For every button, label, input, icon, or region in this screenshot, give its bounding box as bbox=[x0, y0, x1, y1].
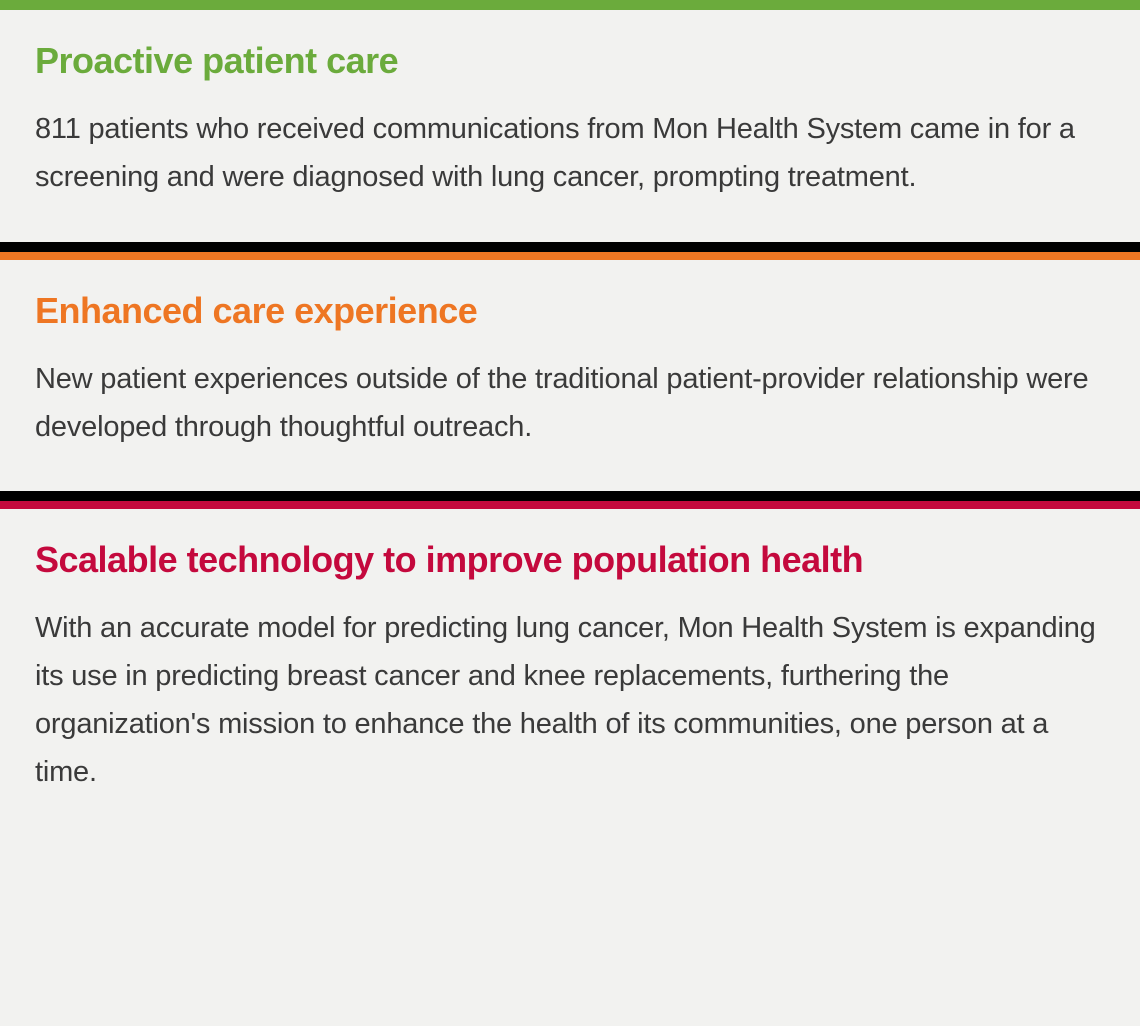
section-title-orange: Enhanced care experience bbox=[35, 290, 1105, 332]
section-content: Scalable technology to improve populatio… bbox=[0, 509, 1140, 836]
divider-black-1 bbox=[0, 242, 1140, 252]
infographic-section-orange: Enhanced care experience New patient exp… bbox=[0, 260, 1140, 492]
infographic-section-red: Scalable technology to improve populatio… bbox=[0, 509, 1140, 836]
divider-black-2 bbox=[0, 491, 1140, 501]
top-accent-bar-green bbox=[0, 0, 1140, 10]
section-body-green: 811 patients who received communications… bbox=[35, 106, 1105, 202]
infographic-section-green: Proactive patient care 811 patients who … bbox=[0, 0, 1140, 242]
divider-accent-orange bbox=[0, 252, 1140, 260]
section-body-orange: New patient experiences outside of the t… bbox=[35, 356, 1105, 452]
section-body-red: With an accurate model for predicting lu… bbox=[35, 605, 1105, 796]
section-title-green: Proactive patient care bbox=[35, 40, 1105, 82]
section-title-red: Scalable technology to improve populatio… bbox=[35, 539, 1105, 581]
section-content: Proactive patient care 811 patients who … bbox=[0, 10, 1140, 242]
section-content: Enhanced care experience New patient exp… bbox=[0, 260, 1140, 492]
divider-accent-red bbox=[0, 501, 1140, 509]
